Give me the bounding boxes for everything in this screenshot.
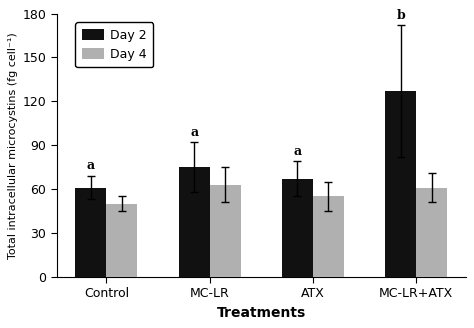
Bar (416, 188, 447, 277)
Bar (179, 167, 210, 277)
Bar (210, 185, 241, 277)
Text: a: a (190, 126, 198, 138)
Bar (385, 91, 416, 277)
Legend: Day 2, Day 4: Day 2, Day 4 (75, 23, 153, 67)
Bar (75, 188, 106, 277)
Bar (313, 196, 344, 277)
Bar (106, 204, 137, 277)
Text: a: a (293, 145, 301, 157)
Y-axis label: Total intracellular microcystins (fg cell⁻¹): Total intracellular microcystins (fg cel… (9, 32, 18, 258)
Bar (282, 179, 313, 277)
Text: a: a (87, 159, 95, 172)
X-axis label: Treatments: Treatments (217, 306, 306, 320)
Text: b: b (396, 9, 405, 22)
